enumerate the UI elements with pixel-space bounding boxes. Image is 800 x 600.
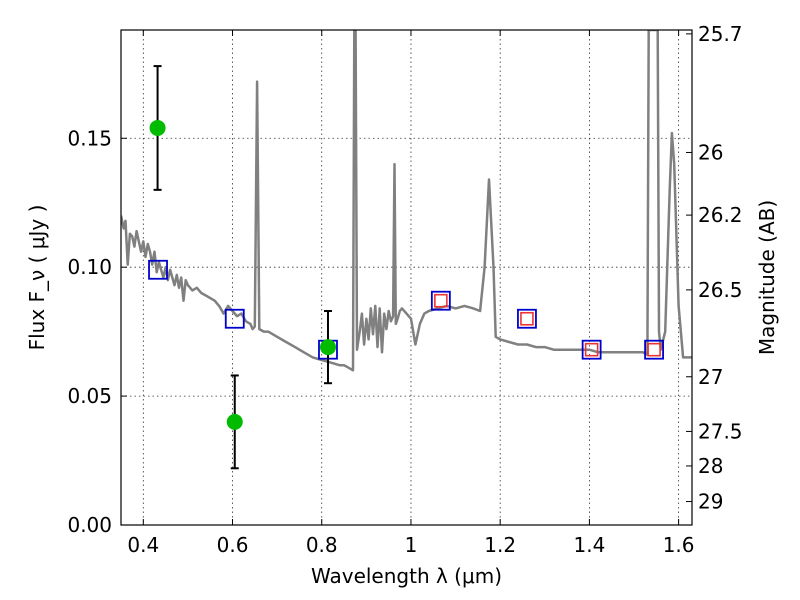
observed-point [319,339,336,356]
model-square-blue [517,308,537,329]
x-tick-label: 1 [405,533,418,557]
model-square-red [647,342,661,357]
model-square-blue [644,339,664,360]
y-tick-label: 0.10 [67,255,112,279]
y2-tick-label: 28 [698,454,723,478]
model-square-blue [224,308,245,329]
y-tick-label: 0.00 [67,513,112,537]
model-spectrum [121,30,692,372]
y-axis-label: Flux F_ν ( μJy ) [25,205,49,351]
x-axis-label: Wavelength λ (μm) [311,564,502,588]
model-square-red [434,293,448,308]
observed-point [226,413,243,430]
x-tick-label: 0.8 [306,533,338,557]
x-tick-label: 0.4 [127,533,159,557]
model-square-blue [430,290,451,311]
model-square-blue [581,339,602,360]
tick-labels: 0.4 0.6 0.8 1 1.2 1.4 1.6 0.00 0.05 0.10 0.15 25.7 2… [67,22,742,557]
grid [121,30,692,525]
x-tick-label: 1.2 [484,533,516,557]
x-tick-label: 1.6 [663,533,695,557]
y-tick-label: 0.15 [67,126,112,150]
model-square-red [520,311,534,326]
axis-ticks [121,30,692,526]
model-square-red [584,342,599,357]
model-square-blue [148,259,168,280]
y2-tick-label: 26.5 [698,278,743,302]
observed-point [149,119,166,136]
y2-tick-label: 27 [698,365,723,389]
y2-tick-label: 25.7 [698,22,743,46]
x-tick-label: 0.6 [217,533,249,557]
plot-frame [120,29,693,526]
y2-tick-label: 27.5 [698,419,743,443]
y2-tick-label: 29 [698,490,723,514]
y-tick-label: 0.05 [67,384,112,408]
y2-axis-label: Magnitude (AB) [755,200,779,355]
y2-tick-label: 26 [698,140,723,164]
x-tick-label: 1.4 [573,533,605,557]
spectrum-line [121,30,692,372]
y2-tick-label: 26.2 [698,203,743,227]
data-points [148,65,664,470]
